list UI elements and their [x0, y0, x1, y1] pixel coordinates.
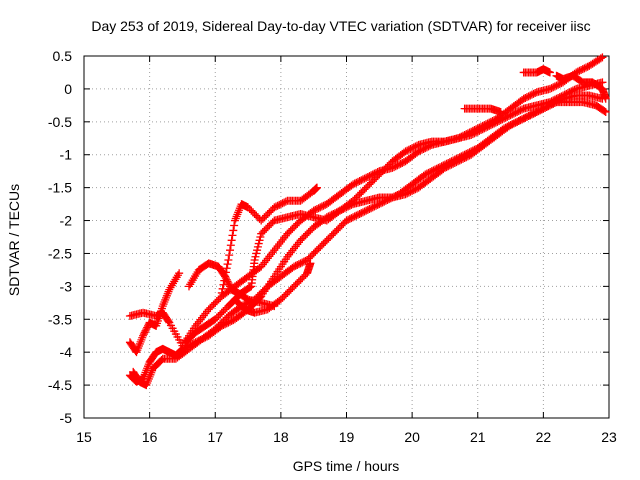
data-point [246, 283, 255, 292]
x-tick-label: 15 [76, 429, 92, 445]
y-tick-label: -1.5 [48, 180, 72, 196]
data-point [596, 54, 605, 63]
grid-lines [84, 56, 609, 418]
data-point [226, 246, 235, 255]
y-axis-label: SDTVAR / TECUs [6, 184, 22, 296]
y-tick-label: -4.5 [48, 377, 72, 393]
data-point [219, 280, 228, 289]
series-track-7 [217, 183, 321, 297]
x-tick-label: 19 [339, 429, 355, 445]
series-track-8 [230, 78, 607, 304]
x-tick-label: 20 [404, 429, 420, 445]
data-series [125, 53, 610, 390]
x-axis-label: GPS time / hours [293, 458, 400, 474]
x-tick-label: 21 [470, 429, 486, 445]
y-tick-labels: -5 -4.5 -4 -3.5 -3 -2.5 -2 -1.5 -1 -0.5 0 0.5 [48, 48, 72, 426]
data-point [175, 269, 184, 278]
chart-title: Day 253 of 2019, Sidereal Day-to-day VTE… [91, 18, 590, 34]
data-point [545, 68, 554, 77]
y-tick-label: -4 [60, 344, 73, 360]
data-point [306, 259, 315, 268]
data-point [601, 107, 610, 116]
series-track-10 [519, 65, 554, 77]
data-point [270, 302, 279, 311]
data-point [221, 268, 230, 277]
x-tick-label: 22 [536, 429, 552, 445]
y-tick-label: -0.5 [48, 114, 72, 130]
y-tick-label: -2.5 [48, 245, 72, 261]
x-tick-labels: 15 16 17 18 19 20 21 22 23 [76, 429, 617, 445]
data-point [229, 226, 238, 235]
data-point [226, 241, 235, 250]
data-point [227, 236, 236, 245]
data-point [312, 183, 321, 192]
data-point [218, 284, 227, 293]
data-point [220, 276, 229, 285]
x-tick-label: 18 [273, 429, 289, 445]
series-track-9 [460, 104, 505, 116]
series-track-6 [185, 259, 279, 311]
data-point [230, 221, 239, 230]
data-point [223, 260, 232, 269]
data-point [225, 251, 234, 260]
y-tick-label: -1 [60, 147, 73, 163]
series-track-2 [125, 269, 184, 357]
x-tick-label: 17 [207, 429, 223, 445]
data-point [221, 272, 230, 281]
y-tick-label: -2 [60, 213, 73, 229]
data-point [601, 94, 610, 103]
axis-ticks [83, 55, 610, 419]
series-track-4 [129, 98, 610, 390]
y-tick-label: 0 [64, 81, 72, 97]
data-point [496, 107, 505, 116]
data-point [217, 288, 226, 297]
series-track-11 [552, 71, 610, 103]
x-tick-label: 16 [142, 429, 158, 445]
data-point [224, 256, 233, 265]
y-tick-label: -3.5 [48, 311, 72, 327]
y-tick-label: -3 [60, 278, 73, 294]
data-point [600, 107, 609, 116]
y-tick-label: -5 [60, 410, 73, 426]
data-point [222, 264, 231, 273]
y-tick-label: 0.5 [53, 48, 73, 64]
data-point [598, 53, 607, 62]
x-tick-label: 23 [601, 429, 617, 445]
data-point [228, 231, 237, 240]
data-point [164, 317, 173, 326]
